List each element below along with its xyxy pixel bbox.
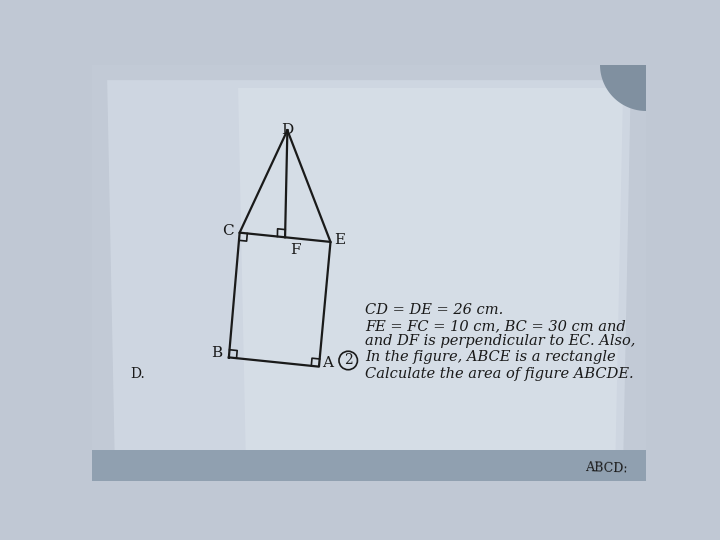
Text: D.: D. <box>130 367 145 381</box>
Text: Calculate the area of figure ABCDE.: Calculate the area of figure ABCDE. <box>365 367 634 381</box>
Text: A: A <box>322 356 333 370</box>
Text: E: E <box>334 233 346 247</box>
Text: B: B <box>212 347 222 361</box>
Text: ABCD:: ABCD: <box>585 461 627 476</box>
Text: In the figure, ABCE is a rectangle: In the figure, ABCE is a rectangle <box>365 350 616 364</box>
Text: 2: 2 <box>344 354 353 368</box>
Text: D: D <box>282 123 294 137</box>
Text: C: C <box>222 224 233 238</box>
Polygon shape <box>92 65 647 481</box>
Text: and DF is perpendicular to EC. Also,: and DF is perpendicular to EC. Also, <box>365 334 636 348</box>
Text: FE = FC = 10 cm, BC = 30 cm and: FE = FC = 10 cm, BC = 30 cm and <box>365 319 626 333</box>
Polygon shape <box>238 88 623 457</box>
Polygon shape <box>600 65 647 111</box>
Text: F: F <box>289 244 300 258</box>
Polygon shape <box>92 450 647 481</box>
Text: CD = DE = 26 cm.: CD = DE = 26 cm. <box>365 303 503 318</box>
Polygon shape <box>107 80 631 465</box>
